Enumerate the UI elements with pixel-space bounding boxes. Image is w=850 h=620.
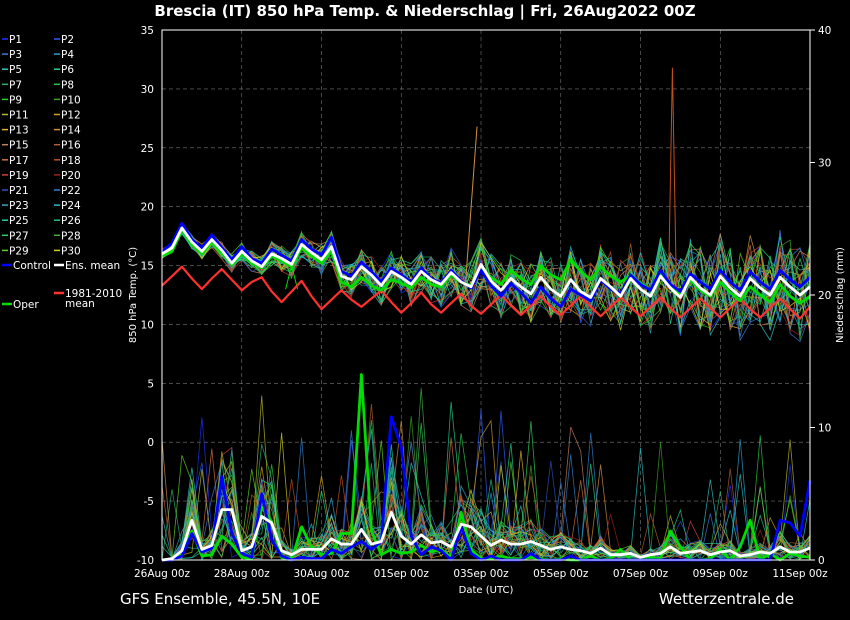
x-tick-label: 26Aug 00z <box>134 568 191 580</box>
y2-tick-label: 0 <box>818 555 825 567</box>
1981-2010-mean-temp-line <box>161 265 811 320</box>
member-precip-line <box>161 387 811 561</box>
control-temp-line <box>161 221 811 309</box>
legend-item: P23 <box>9 200 29 212</box>
legend-item: P13 <box>9 125 29 137</box>
legend-item: P30 <box>61 245 81 257</box>
legend-item: mean <box>65 298 95 310</box>
legend-item: P25 <box>9 215 29 227</box>
legend-item: P6 <box>61 64 74 76</box>
legend-item: P15 <box>9 140 29 152</box>
legend-item: P19 <box>9 170 29 182</box>
legend-item: P2 <box>61 34 74 46</box>
member-spike <box>464 126 478 290</box>
legend-item: P3 <box>9 49 22 61</box>
y2-tick-label: 10 <box>818 423 831 435</box>
x-axis-label: Date (UTC) <box>459 585 514 596</box>
legend-item: P8 <box>61 79 74 91</box>
footer-model-info: GFS Ensemble, 45.5N, 10E <box>120 590 321 608</box>
legend-item: P11 <box>9 110 29 122</box>
y-tick-label: 15 <box>141 261 154 273</box>
y-tick-label: -5 <box>144 496 154 508</box>
legend-item: P18 <box>61 155 81 167</box>
axis-ticks: 35 30 25 20 15 10 5 0 -5 -10 40 30 20 10 0 26Aug 00z 28A… <box>134 25 831 580</box>
legend-item: P9 <box>9 94 22 106</box>
legend-item: Oper <box>13 299 39 311</box>
member-temp-line <box>161 227 811 331</box>
member-spike <box>667 67 677 290</box>
ens-mean-precip-line <box>161 508 811 562</box>
legend-item: P7 <box>9 79 22 91</box>
x-tick-label: 07Sep 00z <box>613 568 669 580</box>
legend-item: 1981-2010 <box>65 288 122 300</box>
y2-axis-label: Niederschlag (mm) <box>835 247 846 343</box>
y-tick-label: -10 <box>137 555 154 567</box>
legend-item: P16 <box>61 140 81 152</box>
legend-item: P24 <box>61 200 81 212</box>
x-tick-label: 03Sep 00z <box>453 568 509 580</box>
y-tick-label: 0 <box>147 437 154 449</box>
y-tick-label: 25 <box>141 143 154 155</box>
ensemble-members <box>161 67 811 562</box>
x-tick-label: 01Sep 00z <box>374 568 430 580</box>
x-tick-label: 11Sep 00z <box>772 568 828 580</box>
legend-item: P20 <box>61 170 81 182</box>
legend-item: P17 <box>9 155 29 167</box>
legend-item: P12 <box>61 110 81 122</box>
legend-item: P10 <box>61 94 81 106</box>
member-temp-line <box>161 223 811 326</box>
legend-item: P14 <box>61 125 81 137</box>
y2-tick-label: 20 <box>818 290 831 302</box>
legend-item: P5 <box>9 64 22 76</box>
legend-item: P21 <box>9 185 29 197</box>
legend-item: Control <box>13 260 51 272</box>
chart-title: Brescia (IT) 850 hPa Temp. & Niederschla… <box>154 2 696 20</box>
ens-mean-temp-line <box>161 226 811 299</box>
legend-item: P28 <box>61 230 81 242</box>
y2-tick-label: 30 <box>818 158 831 170</box>
legend-item: P26 <box>61 215 81 227</box>
x-tick-label: 30Aug 00z <box>293 568 350 580</box>
x-tick-label: 05Sep 00z <box>533 568 589 580</box>
y-tick-label: 30 <box>141 84 154 96</box>
legend-item: P4 <box>61 49 74 61</box>
x-tick-label: 28Aug 00z <box>214 568 271 580</box>
y2-tick-label: 40 <box>818 25 831 37</box>
legend-item: P29 <box>9 245 29 257</box>
legend-item: P22 <box>61 185 81 197</box>
y-axis-label: 850 hPa Temp. (°C) <box>128 247 139 343</box>
legend-item: Ens. mean <box>65 260 120 272</box>
legend: P1 P2 P3 P4 P5 P6 P7 P8 P9 P10 P11 P12 P13 P14 P15 P16 P… <box>2 34 122 311</box>
footer-site: Wetterzentrale.de <box>658 590 794 608</box>
y-tick-label: 35 <box>141 25 154 37</box>
y-tick-label: 20 <box>141 202 154 214</box>
y-tick-label: 5 <box>147 378 154 390</box>
legend-item: P1 <box>9 34 22 46</box>
legend-item: P27 <box>9 230 29 242</box>
x-tick-label: 09Sep 00z <box>693 568 749 580</box>
member-temp-line <box>161 231 811 327</box>
y-tick-label: 10 <box>141 319 154 331</box>
